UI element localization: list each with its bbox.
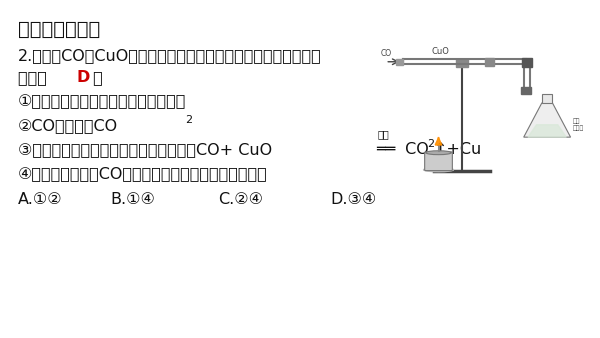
Bar: [396, 59, 403, 65]
Text: 2.如图是CO与CuO反应的实验装置，下列关于该实验的说法正确: 2.如图是CO与CuO反应的实验装置，下列关于该实验的说法正确: [18, 48, 322, 63]
Bar: [521, 58, 532, 67]
FancyBboxPatch shape: [425, 152, 452, 171]
Text: ③硬质玻璃管中发生反应的化学方程式为CO+ CuO: ③硬质玻璃管中发生反应的化学方程式为CO+ CuO: [18, 142, 272, 157]
Text: D.③④: D.③④: [330, 192, 376, 207]
Bar: [521, 88, 531, 94]
Bar: [485, 58, 494, 66]
Ellipse shape: [424, 168, 454, 172]
Text: ）: ）: [88, 70, 103, 85]
Text: D: D: [76, 70, 89, 85]
Polygon shape: [436, 137, 442, 145]
Bar: [455, 59, 469, 67]
Polygon shape: [524, 103, 571, 137]
Text: CO: CO: [381, 49, 392, 58]
Text: ↑+Cu: ↑+Cu: [434, 142, 482, 157]
Text: A.①②: A.①②: [18, 192, 62, 207]
Text: 2: 2: [185, 115, 192, 125]
Ellipse shape: [426, 151, 451, 155]
Text: 【知识点典例】: 【知识点典例】: [18, 20, 100, 39]
Text: ①硬质玻璃管中的紫红色固体变为黑色: ①硬质玻璃管中的紫红色固体变为黑色: [18, 94, 187, 109]
Text: ④既有效地防止了CO对空气的污染，又充分利用了能源: ④既有效地防止了CO对空气的污染，又充分利用了能源: [18, 166, 268, 181]
Text: ②CO被还原为CO: ②CO被还原为CO: [18, 118, 118, 133]
Bar: [542, 94, 553, 103]
Polygon shape: [436, 137, 442, 145]
Text: 的是（: 的是（: [18, 70, 52, 85]
Text: B.①④: B.①④: [110, 192, 155, 207]
Text: CO: CO: [400, 142, 429, 157]
Text: ══: ══: [376, 142, 395, 157]
Polygon shape: [528, 125, 566, 137]
Text: 2: 2: [427, 139, 434, 149]
Text: 澄清
石灰水: 澄清 石灰水: [573, 119, 584, 131]
Text: C.②④: C.②④: [218, 192, 263, 207]
Text: CuO: CuO: [432, 47, 449, 56]
Text: 高温: 高温: [378, 129, 390, 139]
